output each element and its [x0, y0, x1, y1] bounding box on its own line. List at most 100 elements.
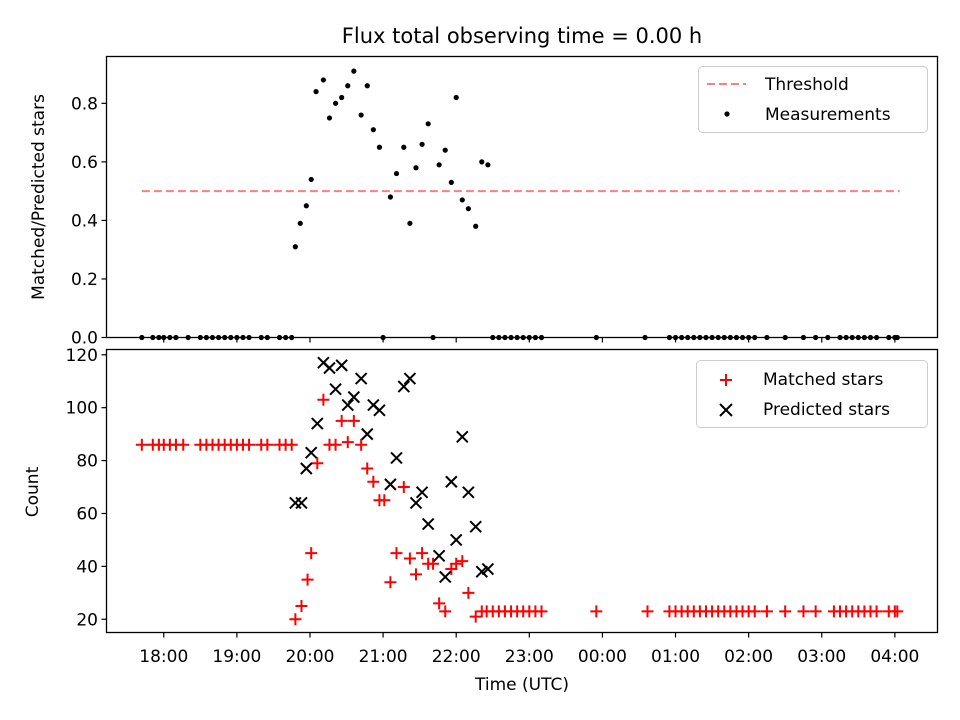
measurement-point: [358, 112, 364, 118]
measurement-point: [161, 334, 167, 341]
measurement-point: [813, 334, 819, 341]
matched-star-point: [355, 438, 368, 451]
matched-star-point: [433, 597, 446, 610]
predicted-star-point: [481, 562, 495, 576]
measurement-point: [490, 334, 496, 341]
matched-star-point: [335, 414, 348, 427]
matched-star-point: [295, 600, 308, 613]
predicted-star-point: [329, 382, 342, 396]
x-tick-label: 00:00: [578, 647, 627, 667]
measurement-point: [526, 334, 532, 341]
matched-star-point: [135, 438, 148, 451]
measurement-point: [173, 334, 179, 341]
matched-star-point: [469, 610, 482, 623]
measurement-point: [297, 220, 303, 226]
legend-measurements-swatch: [724, 111, 730, 117]
measurement-point: [139, 334, 145, 341]
matched-star-point: [450, 557, 463, 570]
matched-star-point: [317, 393, 330, 406]
matched-star-point: [641, 605, 654, 618]
predicted-star-point: [409, 496, 423, 510]
measurement-point: [886, 334, 892, 341]
matched-star-point: [301, 573, 314, 586]
predicted-star-point: [415, 486, 429, 499]
matched-star-point: [748, 605, 761, 618]
measurement-point: [197, 334, 203, 341]
predicted-star-point: [439, 570, 452, 584]
measurement-point: [303, 203, 309, 209]
measurement-point: [721, 334, 727, 341]
matched-star-point: [261, 438, 274, 451]
measurement-point: [380, 334, 386, 341]
matched-star-point: [397, 481, 410, 494]
measurement-point: [203, 334, 210, 341]
predicted-star-point: [397, 380, 411, 393]
measurement-point: [727, 334, 733, 341]
top-legend-box: [698, 66, 928, 133]
measurement-point: [538, 334, 545, 341]
measurement-point: [156, 334, 162, 341]
x-tick-label: 22:00: [432, 647, 481, 667]
top-panel: Flux total observing time = 0.00 h 0.0 0.…: [29, 24, 939, 349]
matched-star-point: [289, 613, 302, 626]
predicted-star-point: [300, 462, 313, 475]
measurement-point: [691, 334, 697, 341]
matched-star-point: [870, 605, 883, 618]
measurement-point: [894, 334, 900, 341]
predicted-star-point: [462, 486, 475, 499]
measurement-point: [739, 334, 746, 341]
x-tick-label: 01:00: [651, 647, 700, 667]
matched-star-point: [427, 557, 440, 570]
bottom-y-tick-label: 60: [76, 504, 98, 524]
matched-star-point: [403, 552, 416, 565]
measurement-point: [326, 115, 333, 121]
bottom-y-tick-label: 20: [76, 610, 98, 630]
measurement-point: [413, 165, 419, 171]
measurement-point: [825, 334, 831, 341]
measurement-point: [843, 334, 849, 341]
matched-star-point: [590, 605, 603, 618]
matched-star-point: [809, 605, 822, 618]
measurement-point: [167, 334, 173, 341]
measurement-point: [339, 94, 345, 101]
measurement-point: [697, 334, 703, 341]
measurement-point: [351, 68, 357, 74]
bottom-legend-box: [696, 360, 928, 428]
matched-star-point: [285, 438, 298, 451]
measurement-point: [228, 334, 234, 341]
x-axis-label: Time (UTC): [474, 675, 569, 695]
measurement-point: [861, 334, 867, 341]
top-y-axis-label: Matched/Predicted stars: [29, 94, 49, 300]
top-y-tick-label: 0.6: [71, 153, 98, 173]
measurement-point: [313, 89, 319, 95]
predicted-star-point: [289, 496, 302, 510]
measurement-point: [234, 334, 240, 341]
measurement-point: [873, 334, 880, 341]
measurement-point: [258, 334, 264, 341]
measurement-point: [800, 334, 807, 341]
measurement-point: [436, 162, 442, 168]
measurement-point: [370, 127, 376, 133]
measurement-point: [764, 334, 770, 341]
measurement-point: [479, 159, 485, 165]
predicted-star-point: [304, 446, 318, 459]
measurement-point: [709, 334, 715, 341]
x-tick-label: 18:00: [139, 647, 188, 667]
x-tick-label: 03:00: [797, 647, 846, 667]
legend-threshold-label: Threshold: [764, 75, 849, 95]
measurement-point: [292, 244, 298, 250]
measurement-point: [215, 334, 222, 341]
measurement-point: [345, 83, 351, 89]
measurement-point: [246, 334, 252, 341]
measurement-point: [425, 121, 431, 127]
measurement-point: [430, 334, 436, 341]
measurement-point: [485, 162, 491, 168]
measurement-point: [332, 100, 339, 106]
matched-star-point: [378, 494, 391, 507]
bottom-y-tick-label: 40: [76, 557, 98, 577]
measurement-point: [496, 334, 502, 341]
measurement-point: [746, 334, 752, 341]
bottom-y-tick-label: 100: [66, 399, 98, 419]
predicted-star-point: [295, 496, 308, 510]
